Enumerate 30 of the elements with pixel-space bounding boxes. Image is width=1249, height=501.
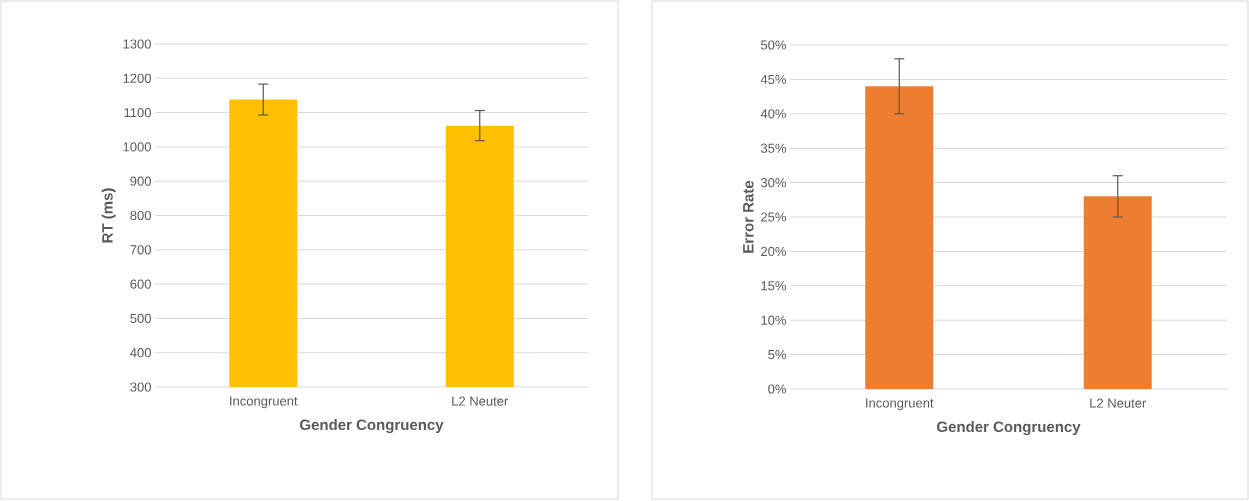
y-tick-label: 0% (768, 384, 787, 394)
y-tick-label: 45% (760, 74, 787, 84)
y-axis-title: RT (ms) (101, 188, 116, 243)
x-tick-label: L2 Neuter (1090, 398, 1147, 408)
y-tick-label: 1000 (123, 142, 151, 152)
y-tick-label: 300 (130, 382, 151, 392)
y-tick-label: 5% (768, 350, 787, 360)
y-tick-label: 900 (130, 176, 151, 186)
y-tick-label: 400 (130, 348, 151, 358)
y-tick-label: 500 (130, 313, 151, 323)
x-tick-label: Incongruent (866, 398, 934, 411)
y-tick-label: 15% (761, 281, 787, 291)
y-axis-title: Error Rate (743, 180, 754, 253)
y-tick-label: 10% (761, 315, 787, 325)
y-tick-label: 40% (760, 109, 787, 119)
y-tick-label: 600 (130, 279, 151, 289)
y-tick-label: 30% (760, 178, 787, 188)
y-tick-label: 800 (130, 210, 151, 221)
y-tick-label: 700 (130, 245, 151, 255)
y-tick-label: 35% (760, 143, 787, 153)
y-tick-label: 20% (761, 246, 787, 256)
x-tick-label: Incongruent (230, 396, 298, 409)
x-tick-label: L2 Neuter (452, 396, 509, 406)
y-tick-label: 50% (760, 40, 787, 50)
y-tick-label: 25% (761, 212, 787, 222)
x-axis-title: Gender Congruency (937, 421, 1081, 436)
x-axis-title: Gender Congruency (300, 419, 444, 434)
y-tick-label: 1100 (124, 107, 151, 118)
y-tick-label: 1200 (123, 73, 151, 83)
y-tick-label: 1300 (123, 39, 151, 49)
